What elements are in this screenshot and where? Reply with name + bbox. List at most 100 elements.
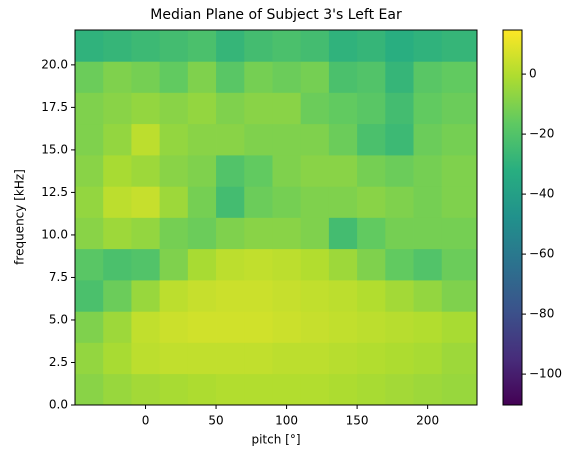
heatmap-cell: [413, 30, 443, 62]
x-tick-label: 150: [346, 414, 369, 428]
heatmap-cell: [328, 30, 358, 62]
heatmap-cell: [413, 92, 443, 125]
y-tick-label: 0.0: [49, 398, 68, 412]
heatmap-cell: [103, 30, 132, 62]
chart-title: Median Plane of Subject 3's Left Ear: [150, 7, 402, 23]
heatmap-cell: [441, 311, 478, 343]
heatmap-cell: [159, 311, 189, 343]
heatmap-cell: [216, 280, 245, 312]
heatmap-cell: [216, 155, 245, 187]
colorbar-tick-label: −80: [529, 307, 554, 321]
x-tick-label: 0: [142, 414, 150, 428]
colorbar-tick-label: 0: [529, 67, 537, 81]
heatmap-cell: [216, 61, 245, 93]
heatmap-cell: [272, 280, 302, 312]
heatmap-cell: [159, 280, 189, 312]
heatmap-cell: [272, 373, 302, 406]
heatmap-cell: [272, 155, 302, 187]
heatmap-cell: [244, 311, 273, 343]
heatmap-cell: [244, 61, 273, 93]
heatmap-cell: [75, 248, 104, 281]
heatmap-cell: [441, 155, 478, 187]
heatmap-cell: [300, 155, 330, 187]
y-tick-label: 12.5: [41, 185, 68, 199]
heatmap-cell: [244, 342, 273, 375]
heatmap-cell: [385, 186, 414, 218]
heatmap-cell: [103, 61, 132, 93]
heatmap-cell: [441, 342, 478, 375]
heatmap-cell: [103, 92, 132, 125]
heatmap-cell: [187, 248, 217, 281]
heatmap-cell: [75, 155, 104, 187]
heatmap-cell: [441, 92, 478, 125]
colorbar-tick-label: −60: [529, 247, 554, 261]
heatmap-cell: [300, 311, 330, 343]
heatmap-cell: [244, 186, 273, 218]
y-tick-label: 7.5: [49, 270, 68, 284]
heatmap-cell: [357, 342, 386, 375]
heatmap-cell: [413, 155, 443, 187]
heatmap-cell: [357, 280, 386, 312]
heatmap-cell: [159, 342, 189, 375]
heatmap-cell: [357, 92, 386, 125]
heatmap-cell: [357, 30, 386, 62]
heatmap-cell: [300, 123, 330, 156]
y-tick-label: 5.0: [49, 312, 68, 326]
heatmap-cell: [216, 123, 245, 156]
heatmap-cell: [103, 342, 132, 375]
heatmap-cell: [216, 92, 245, 125]
heatmap-cell: [272, 123, 302, 156]
heatmap-cell: [272, 30, 302, 62]
colorbar-tick-label: −100: [529, 367, 562, 381]
heatmap-cell: [244, 123, 273, 156]
heatmap-cell: [328, 61, 358, 93]
heatmap-cell: [187, 61, 217, 93]
heatmap-cell: [413, 123, 443, 156]
heatmap-cell: [328, 92, 358, 125]
y-tick-label: 2.5: [49, 355, 68, 369]
heatmap-cell: [131, 61, 161, 93]
heatmap-cell: [187, 92, 217, 125]
heatmap-cell: [328, 155, 358, 187]
heatmap-cell: [272, 61, 302, 93]
heatmap-cell: [103, 217, 132, 250]
heatmap-cell: [300, 217, 330, 250]
heatmap-cell: [216, 311, 245, 343]
heatmap-cell: [131, 186, 161, 218]
heatmap-cell: [357, 61, 386, 93]
heatmap-cell: [357, 311, 386, 343]
heatmap-cell: [187, 186, 217, 218]
heatmap-cell: [357, 186, 386, 218]
heatmap-cell: [357, 155, 386, 187]
heatmap-cell: [103, 186, 132, 218]
heatmap-cell: [441, 30, 478, 62]
heatmap-cell: [441, 373, 478, 406]
heatmap-cell: [159, 123, 189, 156]
heatmap-cell: [103, 280, 132, 312]
heatmap-cell: [441, 61, 478, 93]
heatmap-cell: [413, 186, 443, 218]
heatmap-cell: [385, 92, 414, 125]
heatmap-cell: [357, 217, 386, 250]
heatmap-cell: [385, 217, 414, 250]
heatmap-cell: [159, 155, 189, 187]
heatmap-cell: [216, 30, 245, 62]
heatmap-cell: [272, 342, 302, 375]
heatmap-cell: [187, 342, 217, 375]
heatmap-cell: [413, 342, 443, 375]
heatmap-cell: [187, 30, 217, 62]
heatmap-cell: [216, 186, 245, 218]
heatmap-cell: [131, 92, 161, 125]
heatmap-cell: [441, 280, 478, 312]
heatmap-cell: [103, 311, 132, 343]
heatmap-cell: [159, 186, 189, 218]
heatmap-cell: [413, 61, 443, 93]
heatmap-cell: [413, 248, 443, 281]
heatmap-cell: [272, 217, 302, 250]
heatmap-cell: [159, 217, 189, 250]
heatmap-cell: [272, 248, 302, 281]
heatmap-cell: [75, 373, 104, 406]
heatmap-cell: [441, 186, 478, 218]
heatmap-cell: [75, 342, 104, 375]
colorbar-tick-label: −20: [529, 127, 554, 141]
